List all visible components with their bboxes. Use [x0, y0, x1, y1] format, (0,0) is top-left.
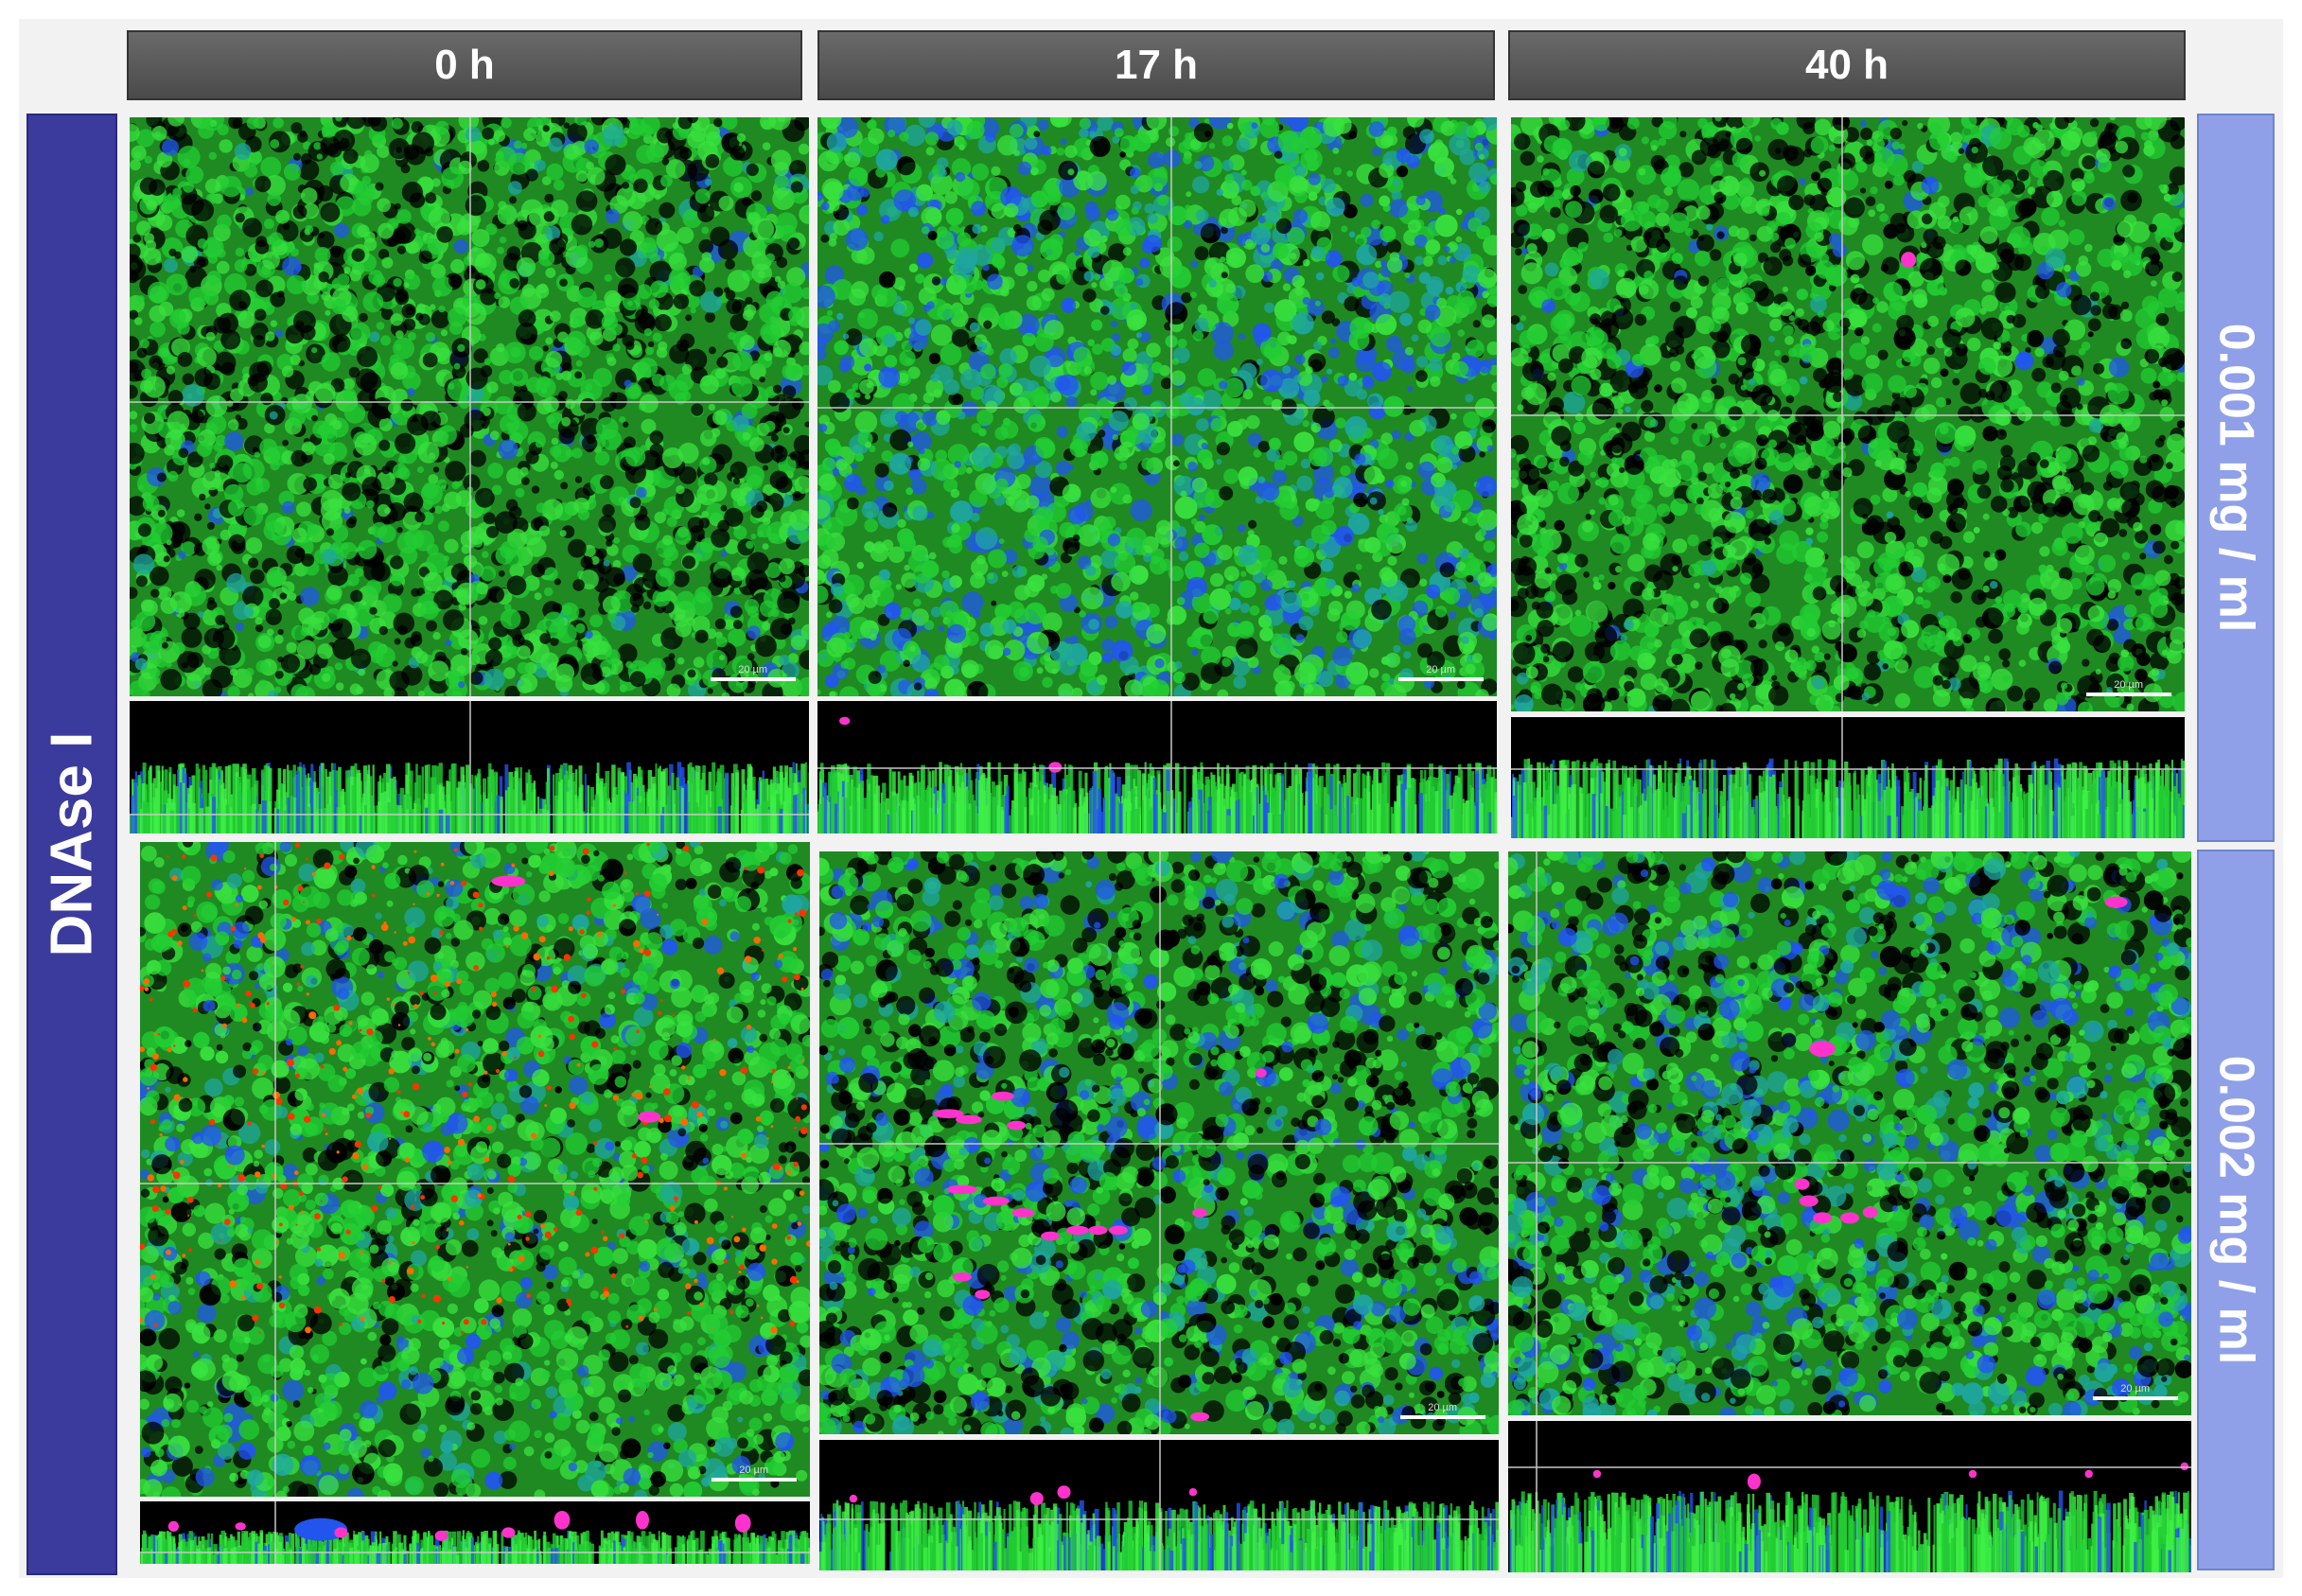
image-r2c1: 20 µm	[140, 842, 810, 1497]
row-group-label-text: DNAse I	[39, 732, 106, 957]
scale-bar-label: 20 µm	[2114, 679, 2143, 691]
sideview-r1c2	[817, 701, 1497, 833]
crosshair-horizontal	[817, 407, 1497, 409]
scale-bar-label: 20 µm	[1428, 1402, 1457, 1413]
orthogonal-section-texture	[140, 1501, 810, 1564]
scale-bar-label: 20 µm	[738, 664, 767, 675]
sideview-r2c1	[140, 1501, 810, 1564]
image-r1c1: 20 µm	[130, 117, 809, 696]
image-r1c3: 20 µm	[1511, 117, 2185, 711]
crosshair-vertical	[1159, 1440, 1161, 1570]
row-label-0002: 0.002 mg / ml	[2197, 850, 2275, 1570]
scale-bar	[711, 677, 796, 681]
crosshair-vertical	[1535, 851, 1538, 1415]
crosshair-vertical	[1535, 1421, 1538, 1572]
crosshair-horizontal	[819, 1517, 1499, 1520]
crosshair-horizontal	[140, 1182, 810, 1184]
orthogonal-section-texture	[1508, 1421, 2191, 1572]
row-group-label: DNAse I	[26, 114, 117, 1575]
crosshair-horizontal	[1511, 414, 2185, 416]
scale-bar-label: 20 µm	[1426, 664, 1455, 675]
micrograph-texture	[140, 842, 810, 1497]
crosshair-horizontal	[130, 814, 809, 816]
crosshair-vertical	[469, 701, 471, 833]
image-r2c3: 20 µm	[1508, 851, 2191, 1415]
image-r1c2: 20 µm	[817, 117, 1497, 696]
row-label-0001-text: 0.001 mg / ml	[2207, 324, 2264, 633]
micrograph-texture	[1511, 117, 2185, 711]
scale-bar	[712, 1478, 797, 1482]
scale-bar-label: 20 µm	[2120, 1383, 2150, 1394]
sideview-r2c2	[819, 1440, 1499, 1570]
scale-bar	[2086, 693, 2171, 696]
crosshair-horizontal	[1511, 767, 2185, 770]
crosshair-horizontal	[1508, 1161, 2191, 1164]
sideview-r1c1	[130, 701, 809, 833]
column-header-17h: 17 h	[817, 30, 1495, 100]
image-r2c2: 20 µm	[819, 851, 1499, 1434]
sideview-r1c3	[1511, 717, 2185, 838]
micrograph-texture	[1508, 851, 2191, 1415]
scale-bar	[2093, 1396, 2178, 1400]
crosshair-vertical	[273, 842, 276, 1497]
column-header-0h: 0 h	[127, 30, 802, 100]
column-header-40h: 40 h	[1508, 30, 2186, 100]
sideview-r2c3	[1508, 1421, 2191, 1572]
orthogonal-section-texture	[1511, 717, 2185, 838]
scale-bar-label: 20 µm	[739, 1464, 768, 1476]
crosshair-vertical	[469, 117, 471, 696]
crosshair-horizontal	[130, 400, 809, 403]
crosshair-horizontal	[817, 767, 1497, 769]
crosshair-horizontal	[819, 1143, 1499, 1145]
scale-bar	[1398, 677, 1484, 681]
row-label-0001: 0.001 mg / ml	[2197, 114, 2275, 842]
crosshair-horizontal	[140, 1551, 810, 1553]
crosshair-vertical	[273, 1501, 276, 1564]
crosshair-horizontal	[1508, 1466, 2191, 1468]
scale-bar	[1400, 1415, 1485, 1419]
crosshair-vertical	[1840, 717, 1843, 838]
row-label-0002-text: 0.002 mg / ml	[2207, 1056, 2264, 1365]
